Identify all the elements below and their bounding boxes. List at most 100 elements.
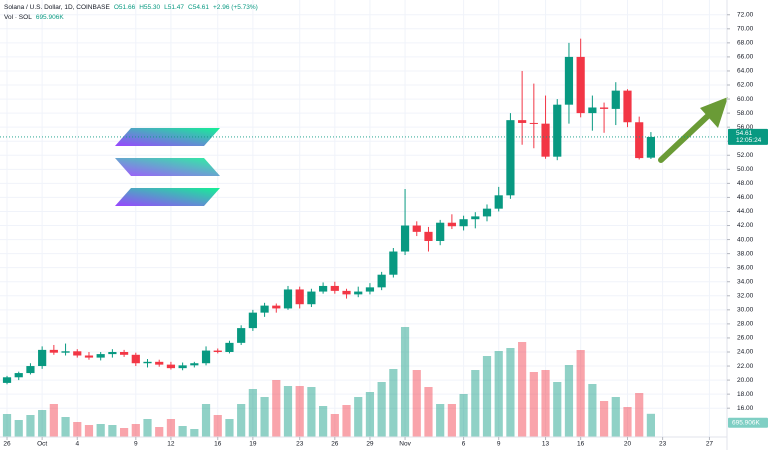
- volume-bar: [143, 419, 152, 437]
- y-tick-label: 68.00: [737, 40, 754, 47]
- volume-bar: [248, 389, 257, 437]
- volume-bar: [354, 397, 363, 437]
- x-tick-label: Nov: [399, 441, 411, 448]
- candle-body: [424, 231, 433, 241]
- x-tick-label: 19: [249, 441, 257, 448]
- candle-body: [260, 305, 269, 313]
- y-tick-label: 38.00: [737, 250, 754, 257]
- y-tick-label: 20.00: [737, 377, 754, 384]
- y-tick-label: 62.00: [737, 82, 754, 89]
- volume-box: [728, 417, 768, 428]
- volume-bar: [518, 342, 527, 437]
- candle-body: [61, 351, 70, 353]
- candle-body: [623, 90, 632, 123]
- volume-bar: [377, 382, 386, 437]
- candle-body: [190, 363, 199, 366]
- candle-body: [84, 355, 94, 358]
- candle-body: [248, 312, 257, 329]
- volume-bar: [108, 425, 117, 437]
- x-tick-label: Oct: [37, 441, 47, 448]
- x-tick-label: 16: [577, 441, 585, 448]
- volume-bar: [295, 386, 304, 437]
- volume-bar: [73, 422, 82, 437]
- candle-body: [166, 364, 176, 369]
- candle-body: [96, 354, 105, 358]
- candle-body: [201, 350, 211, 364]
- candle-body: [38, 349, 47, 367]
- y-tick-label: 26.00: [737, 335, 754, 342]
- volume-bar: [529, 372, 538, 437]
- y-tick-label: 32.00: [737, 293, 754, 300]
- volume-bar: [225, 419, 234, 437]
- volume-bar: [471, 370, 480, 437]
- x-tick-label: 4: [75, 441, 79, 448]
- ohlc-item: O51.66: [114, 4, 136, 11]
- candle-body: [49, 349, 58, 353]
- volume-bar: [564, 365, 574, 437]
- candle-body: [400, 225, 410, 252]
- candle-body: [541, 123, 550, 157]
- candle-body: [354, 291, 363, 295]
- volume-bar: [635, 393, 644, 437]
- candle-body: [576, 56, 585, 114]
- volume-bar: [237, 404, 246, 437]
- candle-body: [143, 361, 152, 364]
- ohlc: O51.66 H55.30 L51.47 C54.61 +2.96 (+5.73%): [114, 4, 258, 11]
- trend-arrow: [658, 97, 728, 163]
- candle-body: [494, 195, 503, 209]
- candle-body: [436, 222, 445, 241]
- volume-bar: [494, 351, 503, 437]
- candle-body: [272, 305, 281, 309]
- y-tick-label: 16.00: [737, 405, 754, 412]
- x-tick-label: 23: [296, 441, 304, 448]
- volume-bar: [330, 414, 339, 437]
- volume-header: Vol · SOL 695.906K: [4, 14, 64, 21]
- candle-layer: [2, 38, 656, 385]
- candle-body: [225, 342, 234, 352]
- volume-bar: [155, 427, 164, 437]
- volume-bar: [459, 394, 468, 437]
- candle-body: [412, 225, 421, 232]
- x-tick-label: 23: [659, 441, 667, 448]
- last-price-label: 54.61: [736, 130, 753, 137]
- y-tick-label: 58.00: [737, 110, 754, 117]
- volume-bar: [342, 405, 351, 437]
- y-tick-label: 46.00: [737, 194, 754, 201]
- x-tick-label: 16: [214, 441, 222, 448]
- volume-bar: [611, 397, 620, 437]
- volume-bar: [96, 424, 105, 437]
- candle-body: [283, 289, 293, 309]
- volume-bar: [541, 370, 550, 437]
- y-tick-label: 42.00: [737, 222, 754, 229]
- candle-body: [178, 365, 187, 369]
- candle-body: [611, 90, 620, 109]
- volume-bar: [260, 397, 269, 437]
- y-tick-label: 22.00: [737, 363, 754, 370]
- candle-body: [646, 136, 656, 158]
- axis-layer: 16.00 18.00 20.00 22.00 24.00 26.00 28.00 30.00…: [0, 11, 768, 448]
- candle-body: [389, 251, 398, 275]
- solana-logo: [115, 128, 220, 206]
- candle-body: [506, 120, 515, 196]
- candle-body: [131, 354, 140, 364]
- candle-body: [635, 122, 644, 159]
- volume-bar: [272, 380, 281, 437]
- candle-body: [237, 328, 246, 343]
- y-tick-label: 72.00: [737, 11, 754, 18]
- volume-bar: [307, 387, 316, 437]
- y-tick-label: 44.00: [737, 208, 754, 215]
- candle-body: [564, 56, 574, 105]
- volume-layer: [2, 327, 656, 437]
- volume-last: 695.906K: [36, 14, 64, 21]
- y-tick-label: 66.00: [737, 54, 754, 61]
- x-tick-label: 29: [366, 441, 374, 448]
- x-tick-label: 26: [3, 441, 11, 448]
- volume-bar: [84, 425, 94, 437]
- header-title: Solana / U.S. Dollar, 1D, COINBASE O51.66…: [4, 4, 258, 11]
- y-tick-label: 64.00: [737, 68, 754, 75]
- volume-bar: [131, 424, 140, 437]
- volume-bar: [61, 417, 70, 437]
- candle-body: [529, 122, 538, 124]
- y-tick-label: 40.00: [737, 236, 754, 243]
